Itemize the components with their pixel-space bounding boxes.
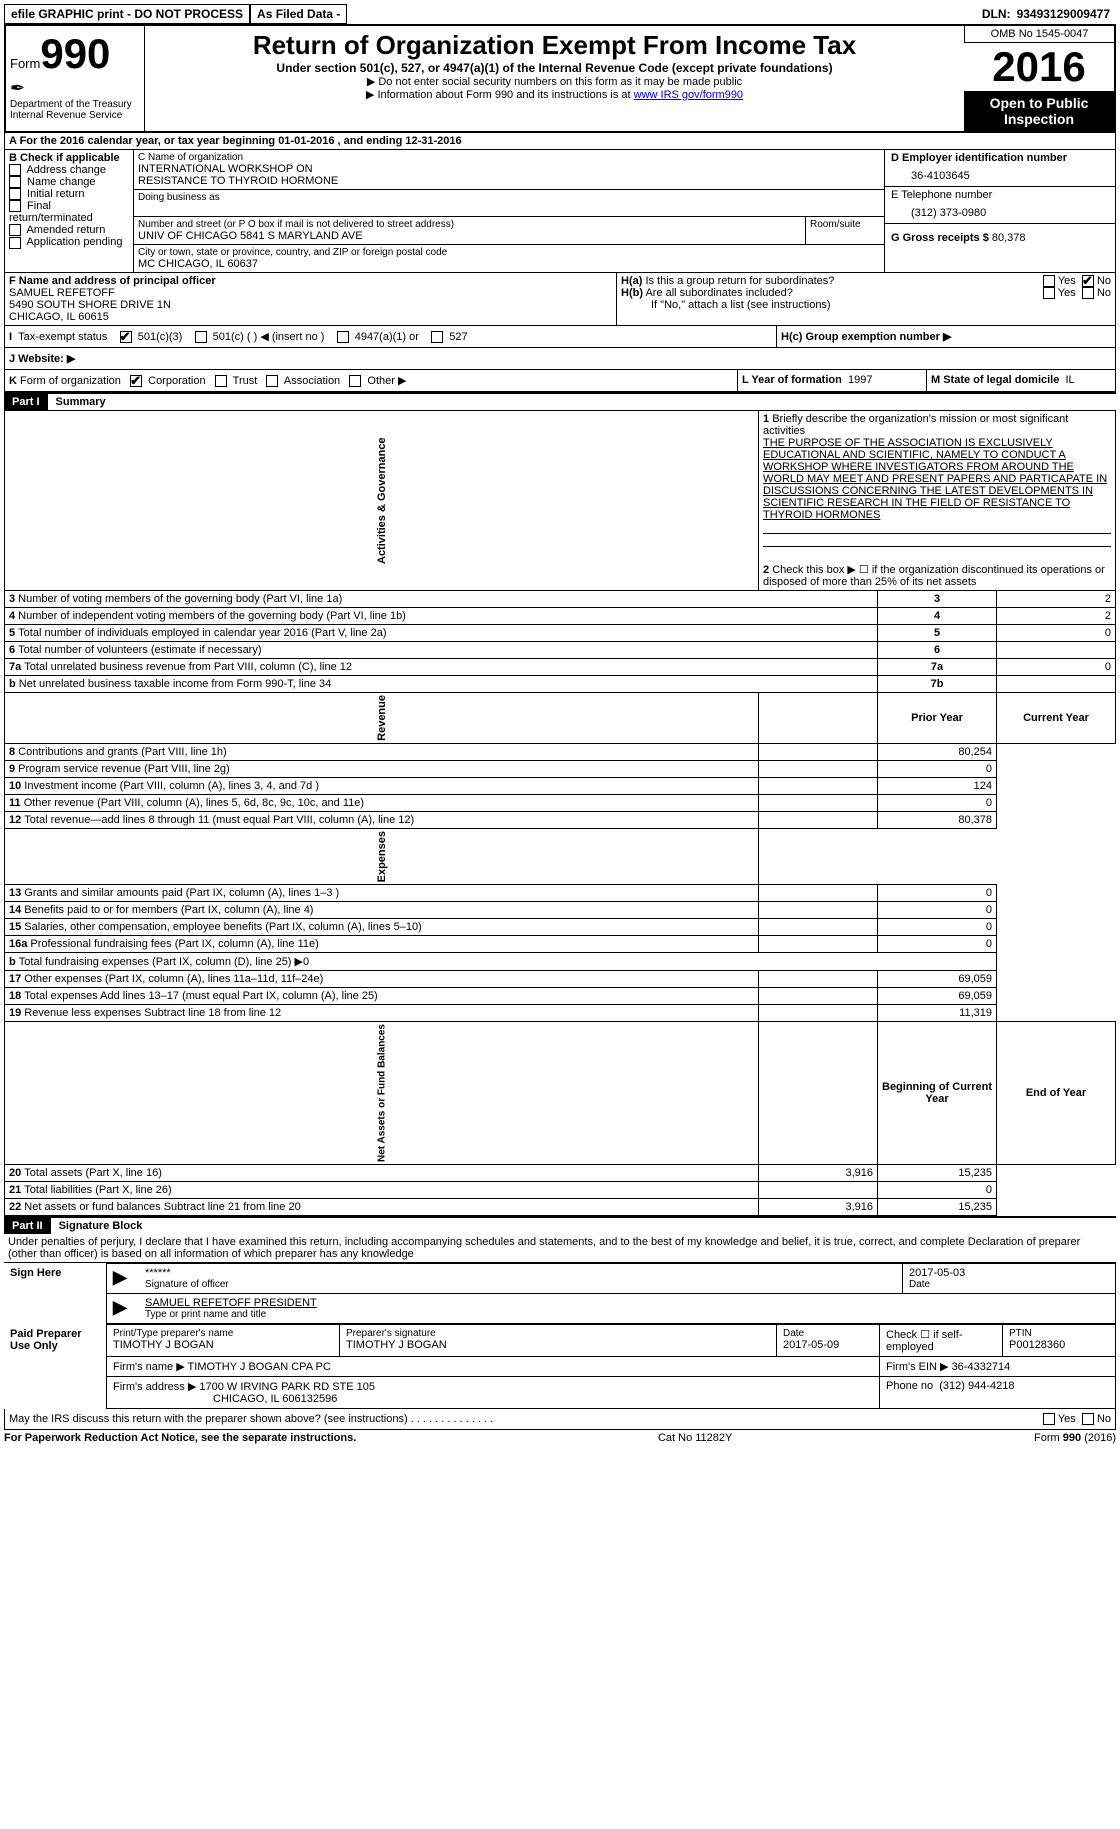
box-hc: H(c) Group exemption number ▶ [776,326,1115,347]
form-header: Form990 ✒ Department of the Treasury Int… [4,24,1116,133]
gov-label: Activities & Governance [5,411,759,591]
data-row: 8 Contributions and grants (Part VIII, l… [5,744,1116,761]
box-k: K Form of organization Corporation Trust… [5,370,737,391]
data-row: 9 Program service revenue (Part VIII, li… [5,761,1116,778]
i-4947[interactable] [337,331,349,343]
box-f: F Name and address of principal officer … [5,273,617,325]
b-check-item: Address change [9,164,129,176]
b-check-item: Application pending [9,236,129,248]
h-a-yes[interactable] [1043,275,1055,287]
note1: ▶ Do not enter social security numbers o… [149,75,960,88]
discuss-yes[interactable] [1043,1413,1055,1425]
asfiled-box: As Filed Data - [250,4,347,24]
box-h: H(a) Is this a group return for subordin… [617,273,1115,325]
gov-row: 3 Number of voting members of the govern… [5,591,1116,608]
data-row: 18 Total expenses Add lines 13–17 (must … [5,988,1116,1005]
gov-row: b Net unrelated business taxable income … [5,676,1116,693]
line-a: A For the 2016 calendar year, or tax yea… [5,133,1115,150]
b-check-item: Name change [9,176,129,188]
tax-year: 2016 [964,43,1114,91]
dept1: Department of the Treasury [10,99,140,110]
data-row: b Total fundraising expenses (Part IX, c… [5,953,1116,971]
data-row: 15 Salaries, other compensation, employe… [5,919,1116,936]
box-c: C Name of organization INTERNATIONAL WOR… [134,150,884,272]
title-main: Return of Organization Exempt From Incom… [149,30,960,61]
sign-here: Sign Here [4,1264,107,1324]
data-row: 19 Revenue less expenses Subtract line 1… [5,1005,1116,1022]
h-b-no[interactable] [1082,287,1094,299]
data-row: 11 Other revenue (Part VIII, column (A),… [5,795,1116,812]
data-row: 14 Benefits paid to or for members (Part… [5,902,1116,919]
data-row: 20 Total assets (Part X, line 16)3,91615… [5,1165,1116,1182]
data-row: 17 Other expenses (Part IX, column (A), … [5,971,1116,988]
data-row: 12 Total revenue—add lines 8 through 11 … [5,812,1116,829]
rev-label: Revenue [5,693,759,744]
h-a-no[interactable] [1082,275,1094,287]
box-i: I I Tax-exempt statusTax-exempt status 5… [5,326,776,347]
gov-row: 4 Number of independent voting members o… [5,608,1116,625]
data-row: 22 Net assets or fund balances Subtract … [5,1199,1116,1216]
box-j: J Website: ▶ [5,348,1115,369]
k-assoc[interactable] [266,375,278,387]
exp-label: Expenses [5,829,759,885]
form-label: Form990 [10,30,140,78]
gov-row: 6 Total number of volunteers (estimate i… [5,642,1116,659]
k-corp[interactable] [130,375,142,387]
irs-link[interactable]: www IRS gov/form990 [634,89,743,101]
dln-value: 93493129009477 [1017,5,1116,23]
part-ii-bar: Part II Signature Block [4,1216,1116,1234]
data-row: 13 Grants and similar amounts paid (Part… [5,885,1116,902]
title-sub: Under section 501(c), 527, or 4947(a)(1)… [149,61,960,75]
preparer-table: Paid Preparer Use Only Print/Type prepar… [4,1324,1116,1409]
dept2: Internal Revenue Service [10,110,140,121]
box-l: L Year of formation 1997 [737,370,926,391]
note2: ▶ Information about Form 990 and its ins… [149,88,960,101]
footer: For Paperwork Reduction Act Notice, see … [4,1430,1116,1444]
omb: OMB No 1545-0047 [964,26,1114,43]
open-public: Open to Public Inspection [964,91,1114,131]
k-trust[interactable] [215,375,227,387]
signature-table: Sign Here ▶ ****** Signature of officer … [4,1263,1116,1324]
dln-label: DLN: [976,5,1017,23]
paid-preparer: Paid Preparer Use Only [4,1325,107,1409]
i-527[interactable] [431,331,443,343]
b-check-item: Amended return [9,224,129,236]
b-check-item: Initial return [9,188,129,200]
i-501c[interactable] [195,331,207,343]
data-row: 16a Professional fundraising fees (Part … [5,936,1116,953]
gov-row: 5 Total number of individuals employed i… [5,625,1116,642]
perjury: Under penalties of perjury, I declare th… [4,1234,1116,1263]
part-i-bar: Part I Summary [4,392,1116,410]
part-i-table: Activities & Governance 1 Briefly descri… [4,410,1116,1216]
b-check-item: Final return/terminated [9,200,129,224]
i-501c3[interactable] [120,331,132,343]
discuss-no[interactable] [1082,1413,1094,1425]
efile-box: efile GRAPHIC print - DO NOT PROCESS [4,4,250,24]
k-other[interactable] [349,375,361,387]
data-row: 21 Total liabilities (Part X, line 26)0 [5,1182,1116,1199]
discuss-row: May the IRS discuss this return with the… [4,1409,1116,1430]
gov-row: 7a Total unrelated business revenue from… [5,659,1116,676]
box-deg: D Employer identification number 36-4103… [884,150,1115,272]
box-m: M State of legal domicile IL [926,370,1115,391]
section-a-m: A For the 2016 calendar year, or tax yea… [4,133,1116,392]
net-label: Net Assets or Fund Balances [5,1022,759,1165]
data-row: 10 Investment income (Part VIII, column … [5,778,1116,795]
topbar: efile GRAPHIC print - DO NOT PROCESS As … [4,4,1116,24]
h-b-yes[interactable] [1043,287,1055,299]
box-b: B Check if applicable Address change Nam… [5,150,134,272]
